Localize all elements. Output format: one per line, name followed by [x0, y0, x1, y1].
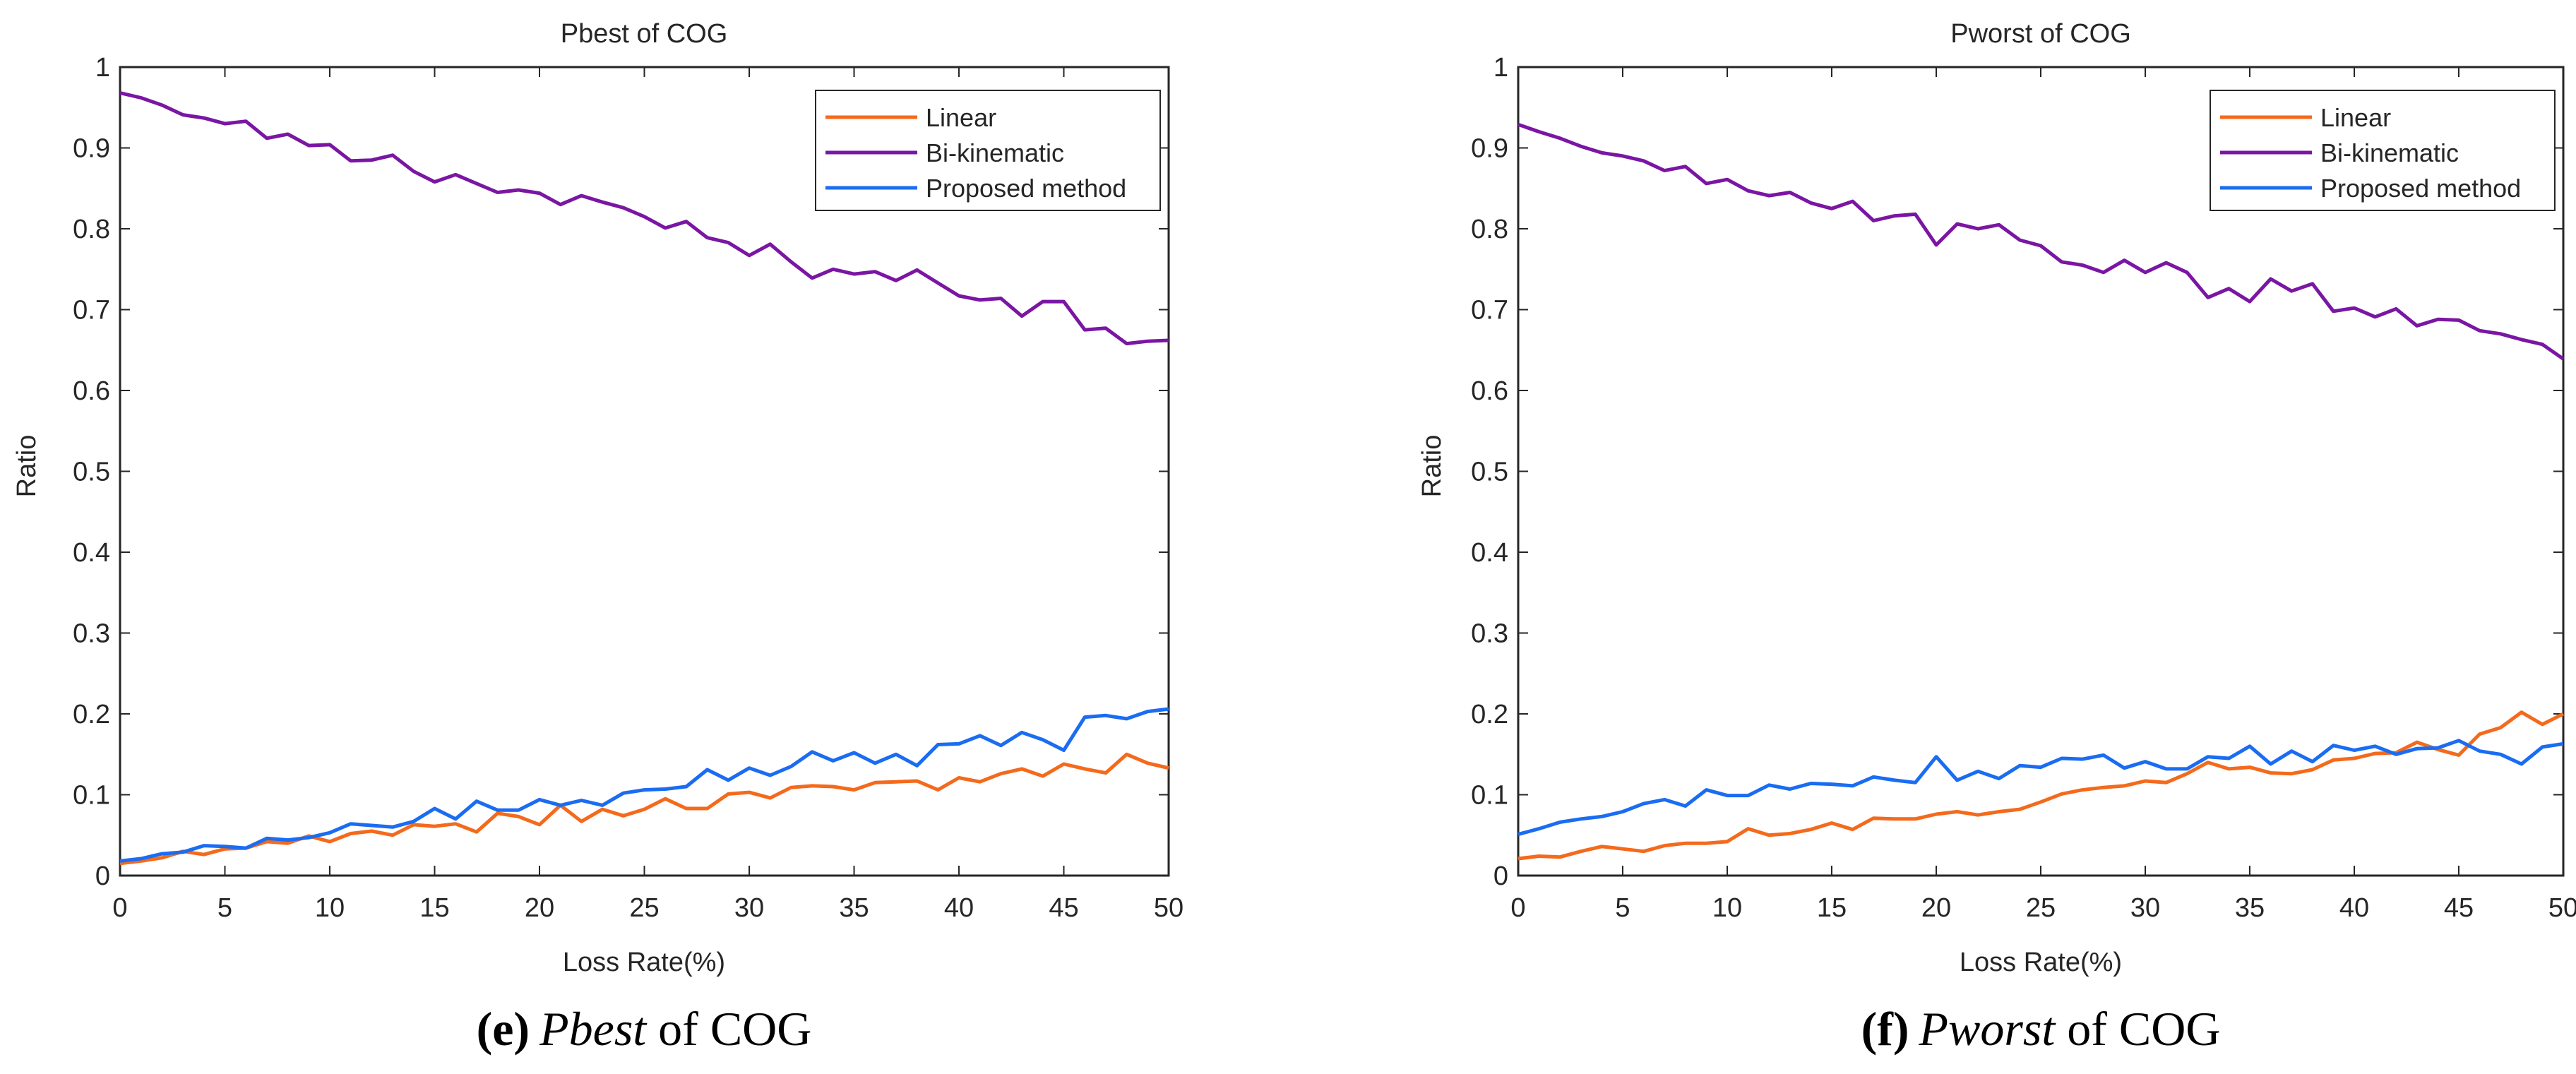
- y-axis-label: Ratio: [1417, 435, 1447, 498]
- caption-letter: (f): [1861, 1002, 1909, 1056]
- y-tick-label: 0.6: [73, 376, 110, 406]
- series-line-bi-kinematic: [119, 91, 1169, 346]
- caption-rest: of COG: [2055, 1002, 2220, 1056]
- x-tick-label: 15: [419, 893, 449, 923]
- y-tick-label: 0.6: [1471, 376, 1508, 406]
- y-tick-label: 0.8: [73, 215, 110, 244]
- x-tick-label: 25: [2026, 893, 2056, 923]
- legend-box: [815, 90, 1161, 211]
- x-tick-label: 5: [217, 893, 232, 923]
- y-tick-label: 0.8: [1471, 215, 1508, 244]
- x-tick-label: 15: [1817, 893, 1847, 923]
- chart-title: Pbest of COG: [561, 19, 728, 49]
- series-line-proposed-method: [1517, 739, 2564, 837]
- x-tick-label: 30: [734, 893, 764, 923]
- x-tick-label: 5: [1615, 893, 1630, 923]
- x-tick-label: 25: [629, 893, 659, 923]
- legend-label: Linear: [2320, 103, 2391, 132]
- panel-pworst: Pworst of COG Loss Rate(%) Ratio (f) Pwor…: [1417, 19, 2576, 1056]
- caption: (e) Pbest of COG: [477, 1002, 812, 1056]
- y-tick-label: 0.9: [73, 134, 110, 164]
- legend-label: Bi-kinematic: [926, 138, 1064, 167]
- series-line-proposed-method: [119, 707, 1169, 863]
- legend-label: Bi-kinematic: [2320, 138, 2459, 167]
- x-tick-label: 30: [2130, 893, 2160, 923]
- x-tick-label: 45: [2444, 893, 2474, 923]
- legend: Linear Bi-kinematic Proposed method: [2210, 90, 2556, 211]
- x-axis-label: Loss Rate(%): [563, 948, 725, 977]
- panel-pbest: Pbest of COG Loss Rate(%) Ratio (e) Pbest…: [12, 19, 1183, 1056]
- y-tick-label: 0.5: [73, 458, 110, 487]
- x-tick-label: 20: [525, 893, 554, 923]
- y-tick-label: 0.7: [73, 296, 110, 326]
- y-tick-label: 0.1: [1471, 781, 1508, 811]
- x-tick-label: 20: [1921, 893, 1951, 923]
- y-tick-label: 1: [1493, 53, 1508, 83]
- x-tick-label: 45: [1049, 893, 1078, 923]
- x-tick-label: 40: [944, 893, 974, 923]
- x-tick-label: 35: [839, 893, 869, 923]
- x-tick-label: 0: [1510, 893, 1525, 923]
- legend-label: Proposed method: [2320, 174, 2521, 203]
- x-tick-label: 10: [1712, 893, 1742, 923]
- y-tick-label: 0.2: [73, 700, 110, 729]
- y-tick-label: 0.7: [1471, 296, 1508, 326]
- legend-box: [2210, 90, 2556, 211]
- caption: (f) Pworst of COG: [1861, 1002, 2221, 1056]
- x-tick-label: 50: [1154, 893, 1183, 923]
- series-line-linear: [1517, 710, 2565, 861]
- y-tick-label: 0: [1493, 861, 1508, 891]
- x-tick-label: 40: [2339, 893, 2369, 923]
- y-tick-label: 0.2: [1471, 700, 1508, 729]
- y-tick-label: 0.4: [73, 538, 110, 568]
- chart-title: Pworst of COG: [1950, 19, 2131, 49]
- y-axis-label: Ratio: [12, 435, 42, 498]
- legend: Linear Bi-kinematic Proposed method: [815, 90, 1161, 211]
- series-line-linear: [119, 752, 1169, 866]
- caption-rest: of COG: [646, 1002, 811, 1056]
- caption-italic: Pworst: [1919, 1002, 2057, 1056]
- x-tick-label: 0: [112, 893, 127, 923]
- caption-letter: (e): [477, 1002, 530, 1056]
- legend-label: Proposed method: [926, 174, 1126, 203]
- series-line-bi-kinematic: [1517, 122, 2565, 361]
- y-tick-label: 0.9: [1471, 134, 1508, 164]
- caption-italic: Pbest: [539, 1002, 648, 1056]
- y-tick-label: 0.3: [1471, 619, 1508, 649]
- y-tick-label: 0.1: [73, 781, 110, 811]
- legend-label: Linear: [926, 103, 996, 132]
- y-tick-label: 0.4: [1471, 538, 1508, 568]
- x-axis-label: Loss Rate(%): [1960, 948, 2122, 977]
- y-tick-label: 0: [95, 861, 110, 891]
- y-tick-label: 0.5: [1471, 458, 1508, 487]
- y-tick-label: 0.3: [73, 619, 110, 649]
- x-tick-label: 50: [2548, 893, 2576, 923]
- x-tick-label: 10: [315, 893, 345, 923]
- x-tick-label: 35: [2235, 893, 2265, 923]
- y-tick-label: 1: [95, 53, 110, 83]
